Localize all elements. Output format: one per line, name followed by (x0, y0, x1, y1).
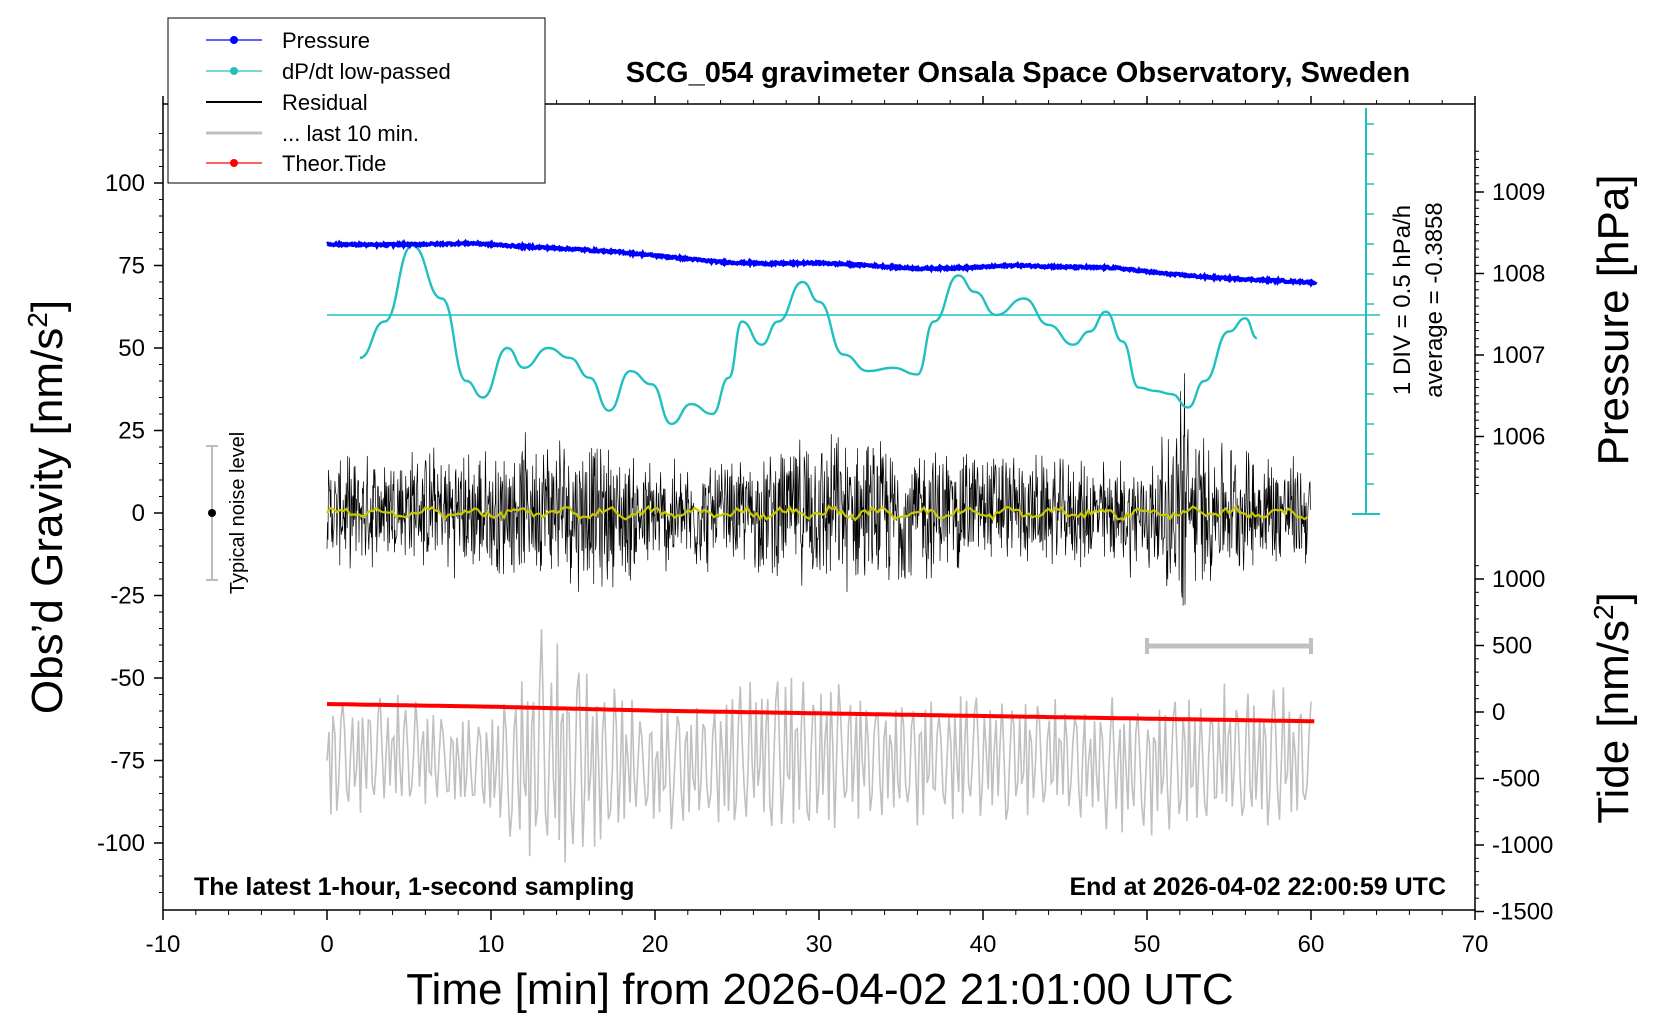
pressure-tick-labels: 1009 1008 1007 1006 (1492, 179, 1545, 451)
x-axis-title: Time [min] from 2026-04-02 21:01:00 UTC (406, 965, 1233, 1014)
x-tick-labels: -10 0 10 20 30 40 50 60 70 (146, 931, 1489, 958)
legend-label-tide: Theor.Tide (282, 151, 386, 176)
noise-level-indicator: Typical noise level (206, 432, 249, 594)
legend: Pressure dP/dt low-passed Residual ... l… (167, 17, 546, 184)
x-tick-label: -10 (146, 931, 181, 958)
average-annotation: average = -0.3858 (1421, 202, 1448, 397)
legend-label-last10: ... last 10 min. (282, 121, 419, 146)
y-axis-title: Obs’d Gravity [nm/s2] (22, 300, 73, 714)
pressure-series (326, 238, 1318, 288)
y-tick-label: 0 (132, 500, 145, 527)
x-tick-label: 40 (970, 931, 997, 958)
y-tick-label: -100 (97, 830, 145, 857)
dpdt-scale-bar: 1 DIV = 0.5 hPa/h average = -0.3858 (1352, 108, 1448, 515)
tide-tick-label: -500 (1492, 766, 1540, 793)
y-tick-label: -75 (110, 748, 145, 775)
x-tick-label: 30 (806, 931, 833, 958)
tide-axis-title: Tide [nm/s2] (1588, 592, 1639, 824)
y-tick-label: -50 (110, 665, 145, 692)
pressure-tick-label: 1006 (1492, 424, 1545, 451)
residual-series (326, 373, 1311, 606)
y-tick-label: -25 (110, 583, 145, 610)
tide-tick-label: 1000 (1492, 566, 1545, 593)
noise-label: Typical noise level (227, 432, 249, 594)
pressure-tick-label: 1007 (1492, 342, 1545, 369)
chart-title: SCG_054 gravimeter Onsala Space Observat… (626, 57, 1410, 89)
pressure-axis-title: Pressure [hPa] (1589, 174, 1638, 465)
sampling-annotation: The latest 1-hour, 1-second sampling (194, 873, 634, 901)
legend-label-residual: Residual (282, 90, 368, 115)
x-tick-label: 0 (320, 931, 333, 958)
x-tick-label: 10 (478, 931, 505, 958)
legend-item-tide: Theor.Tide (206, 151, 386, 176)
tide-tick-label: 500 (1492, 633, 1532, 660)
x-tick-label: 20 (642, 931, 669, 958)
div-annotation: 1 DIV = 0.5 hPa/h (1389, 205, 1416, 395)
y-tick-label: 100 (105, 170, 145, 197)
x-tick-label: 60 (1298, 931, 1325, 958)
y-tick-label: 25 (118, 418, 145, 445)
last-10-min-line (326, 629, 1312, 863)
theor-tide-series (326, 702, 1315, 724)
dpdt-series (327, 244, 1380, 426)
legend-item-pressure: Pressure (206, 28, 370, 53)
tide-tick-label: 0 (1492, 699, 1505, 726)
residual-smoothed-line (326, 504, 1309, 522)
y-tick-label: 75 (118, 253, 145, 280)
last-10-min-marker (1145, 638, 1313, 654)
y-tick-labels: 100 75 50 25 0 -25 -50 -75 -100 (97, 170, 145, 857)
legend-label-pressure: Pressure (282, 28, 370, 53)
tide-line (326, 702, 1315, 724)
legend-item-residual: Residual (206, 90, 368, 115)
residual-smoothed-path (326, 504, 1309, 522)
y-tick-label: 50 (118, 335, 145, 362)
last-10-min-series (326, 629, 1312, 863)
legend-label-dpdt: dP/dt low-passed (282, 59, 451, 84)
end-time-annotation: End at 2026-04-02 22:00:59 UTC (1069, 873, 1446, 901)
dpdt-line (359, 244, 1258, 426)
residual-line (326, 373, 1311, 606)
pressure-tick-label: 1008 (1492, 261, 1545, 288)
legend-item-dpdt: dP/dt low-passed (206, 59, 451, 84)
legend-item-last10: ... last 10 min. (206, 121, 419, 146)
tide-tick-label: -1500 (1492, 899, 1553, 926)
tide-tick-labels: 1000 500 0 -500 -1000 -1500 (1492, 566, 1553, 926)
pressure-line (326, 238, 1318, 288)
x-tick-label: 50 (1134, 931, 1161, 958)
tide-tick-label: -1000 (1492, 832, 1553, 859)
x-tick-label: 70 (1462, 931, 1489, 958)
pressure-tick-label: 1009 (1492, 179, 1545, 206)
